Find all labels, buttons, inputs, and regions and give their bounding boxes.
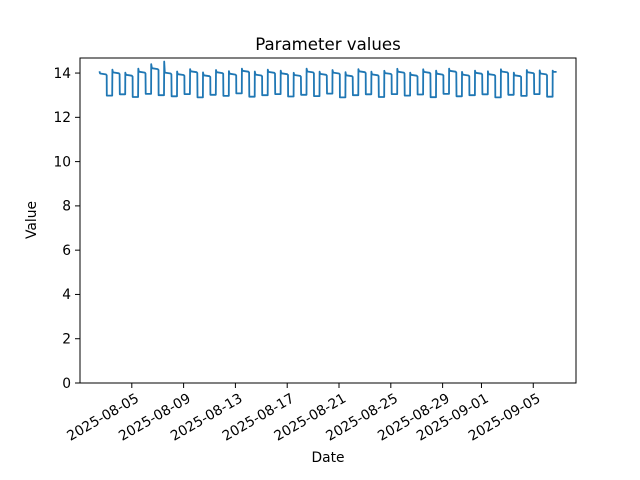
y-tick-label: 2 [62, 332, 71, 348]
plot-border [79, 57, 577, 384]
data-line [98, 60, 557, 99]
chart-title: Parameter values [255, 35, 401, 54]
y-tick-label: 14 [53, 66, 71, 82]
x-axis-label: Date [312, 450, 345, 466]
y-tick-label: 6 [62, 243, 71, 259]
y-tick-label: 8 [62, 199, 71, 215]
y-axis-label: Value [24, 201, 40, 239]
plot-area: 024681012142025-08-052025-08-092025-08-1… [53, 57, 577, 445]
y-tick-label: 4 [62, 287, 71, 303]
y-tick-label: 10 [53, 154, 71, 170]
y-tick-label: 12 [53, 110, 71, 126]
y-tick-label: 0 [62, 376, 71, 392]
